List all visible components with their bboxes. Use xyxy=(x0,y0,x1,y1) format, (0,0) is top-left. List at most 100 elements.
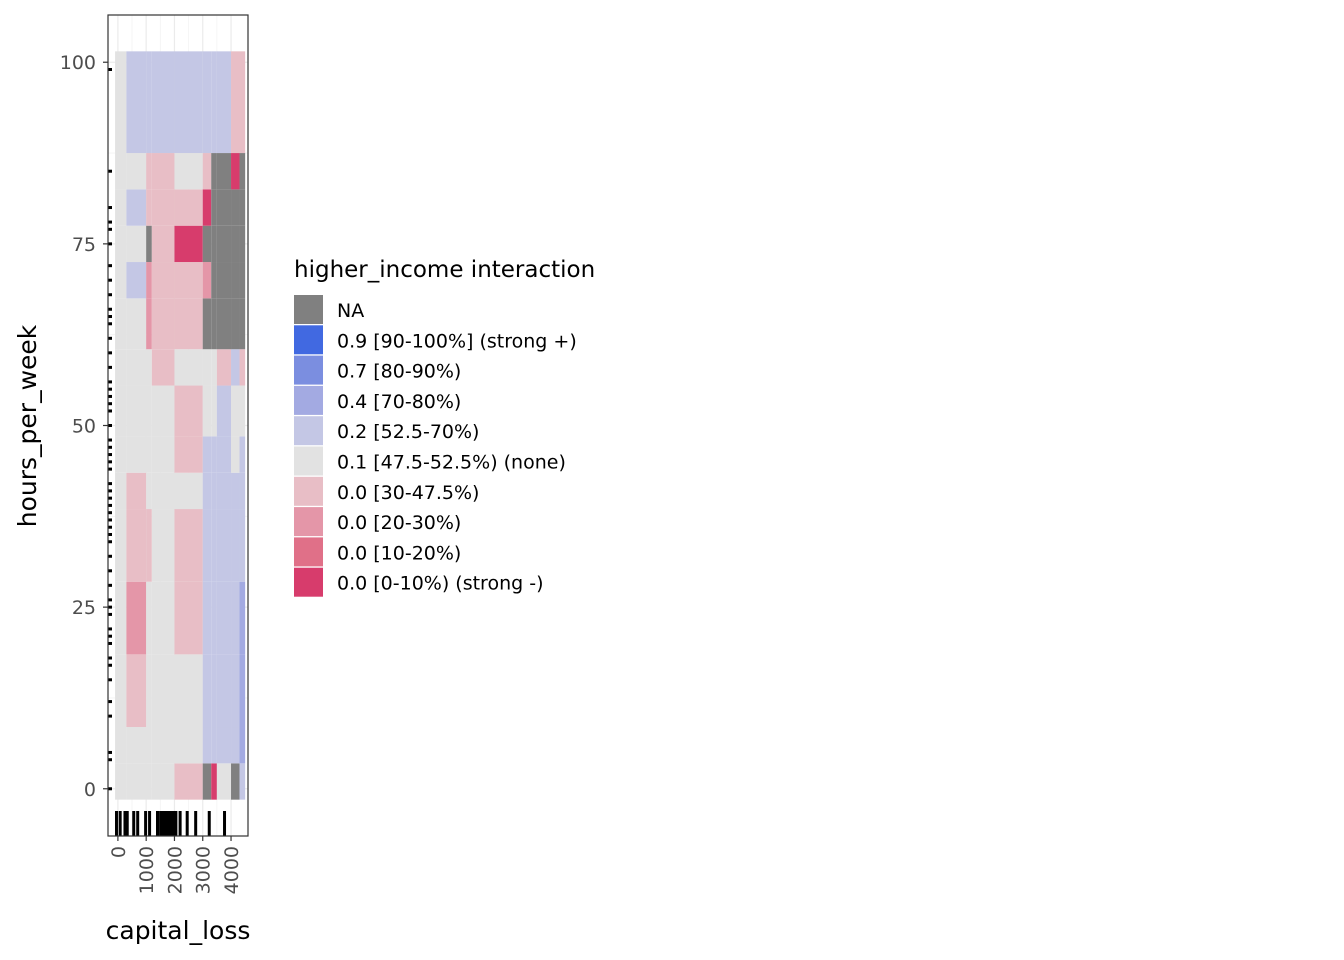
heatmap-cell xyxy=(151,189,175,226)
heatmap-cell xyxy=(216,385,232,437)
heatmap-cell xyxy=(126,51,147,154)
heatmap-cell xyxy=(216,298,232,350)
heatmap-cell xyxy=(174,472,203,510)
heatmap-cell xyxy=(146,727,152,764)
legend-entries: NA 0.9 [90-100%] (strong +) 0.7 [80-90%) 0.… xyxy=(294,295,577,597)
heatmap-cell xyxy=(239,385,246,437)
legend-label: 0.9 [90-100%] (strong +) xyxy=(337,330,577,352)
x-tick-label: 1000 xyxy=(136,846,158,894)
heatmap-cells xyxy=(115,51,246,800)
heatmap-cell xyxy=(174,727,203,764)
heatmap-cell xyxy=(126,436,147,473)
legend-label: 0.7 [80-90%) xyxy=(337,361,461,383)
legend-key xyxy=(294,325,323,355)
legend-key xyxy=(294,355,323,385)
heatmap-cell xyxy=(202,763,212,800)
heatmap-cell xyxy=(202,654,212,728)
heatmap-cell xyxy=(231,509,240,582)
heatmap-cell xyxy=(202,436,212,473)
heatmap-cell xyxy=(174,298,203,350)
heatmap-cell xyxy=(146,349,152,386)
heatmap-cell xyxy=(146,153,152,190)
heatmap-cell xyxy=(146,51,152,154)
heatmap-cell xyxy=(231,189,240,226)
heatmap-cell xyxy=(115,763,127,800)
heatmap-cell xyxy=(231,472,240,510)
heatmap-cell xyxy=(151,654,175,728)
heatmap-cell xyxy=(115,581,127,655)
heatmap-cell xyxy=(211,298,217,350)
legend-label: NA xyxy=(337,300,364,322)
legend-label: 0.2 [52.5-70%) xyxy=(337,421,479,443)
heatmap-cell xyxy=(211,509,217,582)
heatmap-cell xyxy=(202,385,212,437)
legend-title: higher_income interaction xyxy=(294,257,595,283)
legend-label: 0.1 [47.5-52.5%) (none) xyxy=(337,452,566,474)
legend-key xyxy=(294,476,323,506)
heatmap-cell xyxy=(174,153,203,190)
legend-label: 0.0 [30-47.5%) xyxy=(337,482,479,504)
heatmap-cell xyxy=(115,225,127,263)
heatmap-cell xyxy=(211,385,217,437)
heatmap-cell xyxy=(126,385,147,437)
legend-key xyxy=(294,385,323,415)
heatmap-cell xyxy=(239,436,246,473)
heatmap-cell xyxy=(211,189,217,226)
heatmap-cell xyxy=(202,581,212,655)
heatmap-cell xyxy=(115,153,127,190)
heatmap-cell xyxy=(151,581,175,655)
heatmap-cell xyxy=(151,509,175,582)
heatmap-cell xyxy=(211,262,217,299)
heatmap-cell xyxy=(146,654,152,728)
heatmap-cell xyxy=(151,298,175,350)
heatmap-cell xyxy=(146,436,152,473)
heatmap-cell xyxy=(211,51,217,154)
heatmap-cell xyxy=(239,153,246,190)
y-tick-label: 25 xyxy=(72,597,96,619)
y-axis-title: hours_per_week xyxy=(13,324,42,527)
heatmap-cell xyxy=(202,472,212,510)
heatmap-cell xyxy=(126,298,147,350)
legend-label: 0.0 [0-10%) (strong -) xyxy=(337,573,544,595)
heatmap-cell xyxy=(202,189,212,226)
x-tick-label: 3000 xyxy=(193,846,215,894)
y-tick-label: 50 xyxy=(72,416,96,438)
heatmap-cell xyxy=(151,385,175,437)
heatmap-cell xyxy=(126,763,147,800)
heatmap-cell xyxy=(174,654,203,728)
heatmap-cell xyxy=(239,727,246,764)
heatmap-cell xyxy=(211,727,217,764)
heatmap-cell xyxy=(146,581,152,655)
heatmap-cell xyxy=(231,153,240,190)
heatmap-cell xyxy=(146,472,152,510)
heatmap-cell xyxy=(126,153,147,190)
heatmap-cell xyxy=(211,654,217,728)
heatmap-cell xyxy=(239,349,246,386)
heatmap-cell xyxy=(115,51,127,154)
heatmap-cell xyxy=(231,225,240,263)
heatmap-cell xyxy=(202,262,212,299)
heatmap-cell xyxy=(211,436,217,473)
x-tick-label: 2000 xyxy=(164,846,186,894)
heatmap-cell xyxy=(151,727,175,764)
heatmap-cell xyxy=(146,298,152,350)
heatmap-cell xyxy=(216,262,232,299)
heatmap-cell xyxy=(216,225,232,263)
heatmap-cell xyxy=(126,262,147,299)
x-tick-label: 0 xyxy=(108,846,130,858)
heatmap-cell xyxy=(202,509,212,582)
heatmap-cell xyxy=(146,509,152,582)
heatmap-cell xyxy=(231,581,240,655)
heatmap-cell xyxy=(216,51,232,154)
legend-key xyxy=(294,507,323,537)
heatmap-cell xyxy=(174,385,203,437)
heatmap-cell xyxy=(216,654,232,728)
heatmap-cell xyxy=(174,581,203,655)
heatmap-cell xyxy=(115,727,127,764)
legend-key xyxy=(294,295,323,324)
heatmap-cell xyxy=(151,262,175,299)
heatmap-cell xyxy=(239,189,246,226)
heatmap-cell xyxy=(239,509,246,582)
legend-label: 0.0 [20-30%) xyxy=(337,512,461,534)
heatmap-cell xyxy=(146,763,152,800)
